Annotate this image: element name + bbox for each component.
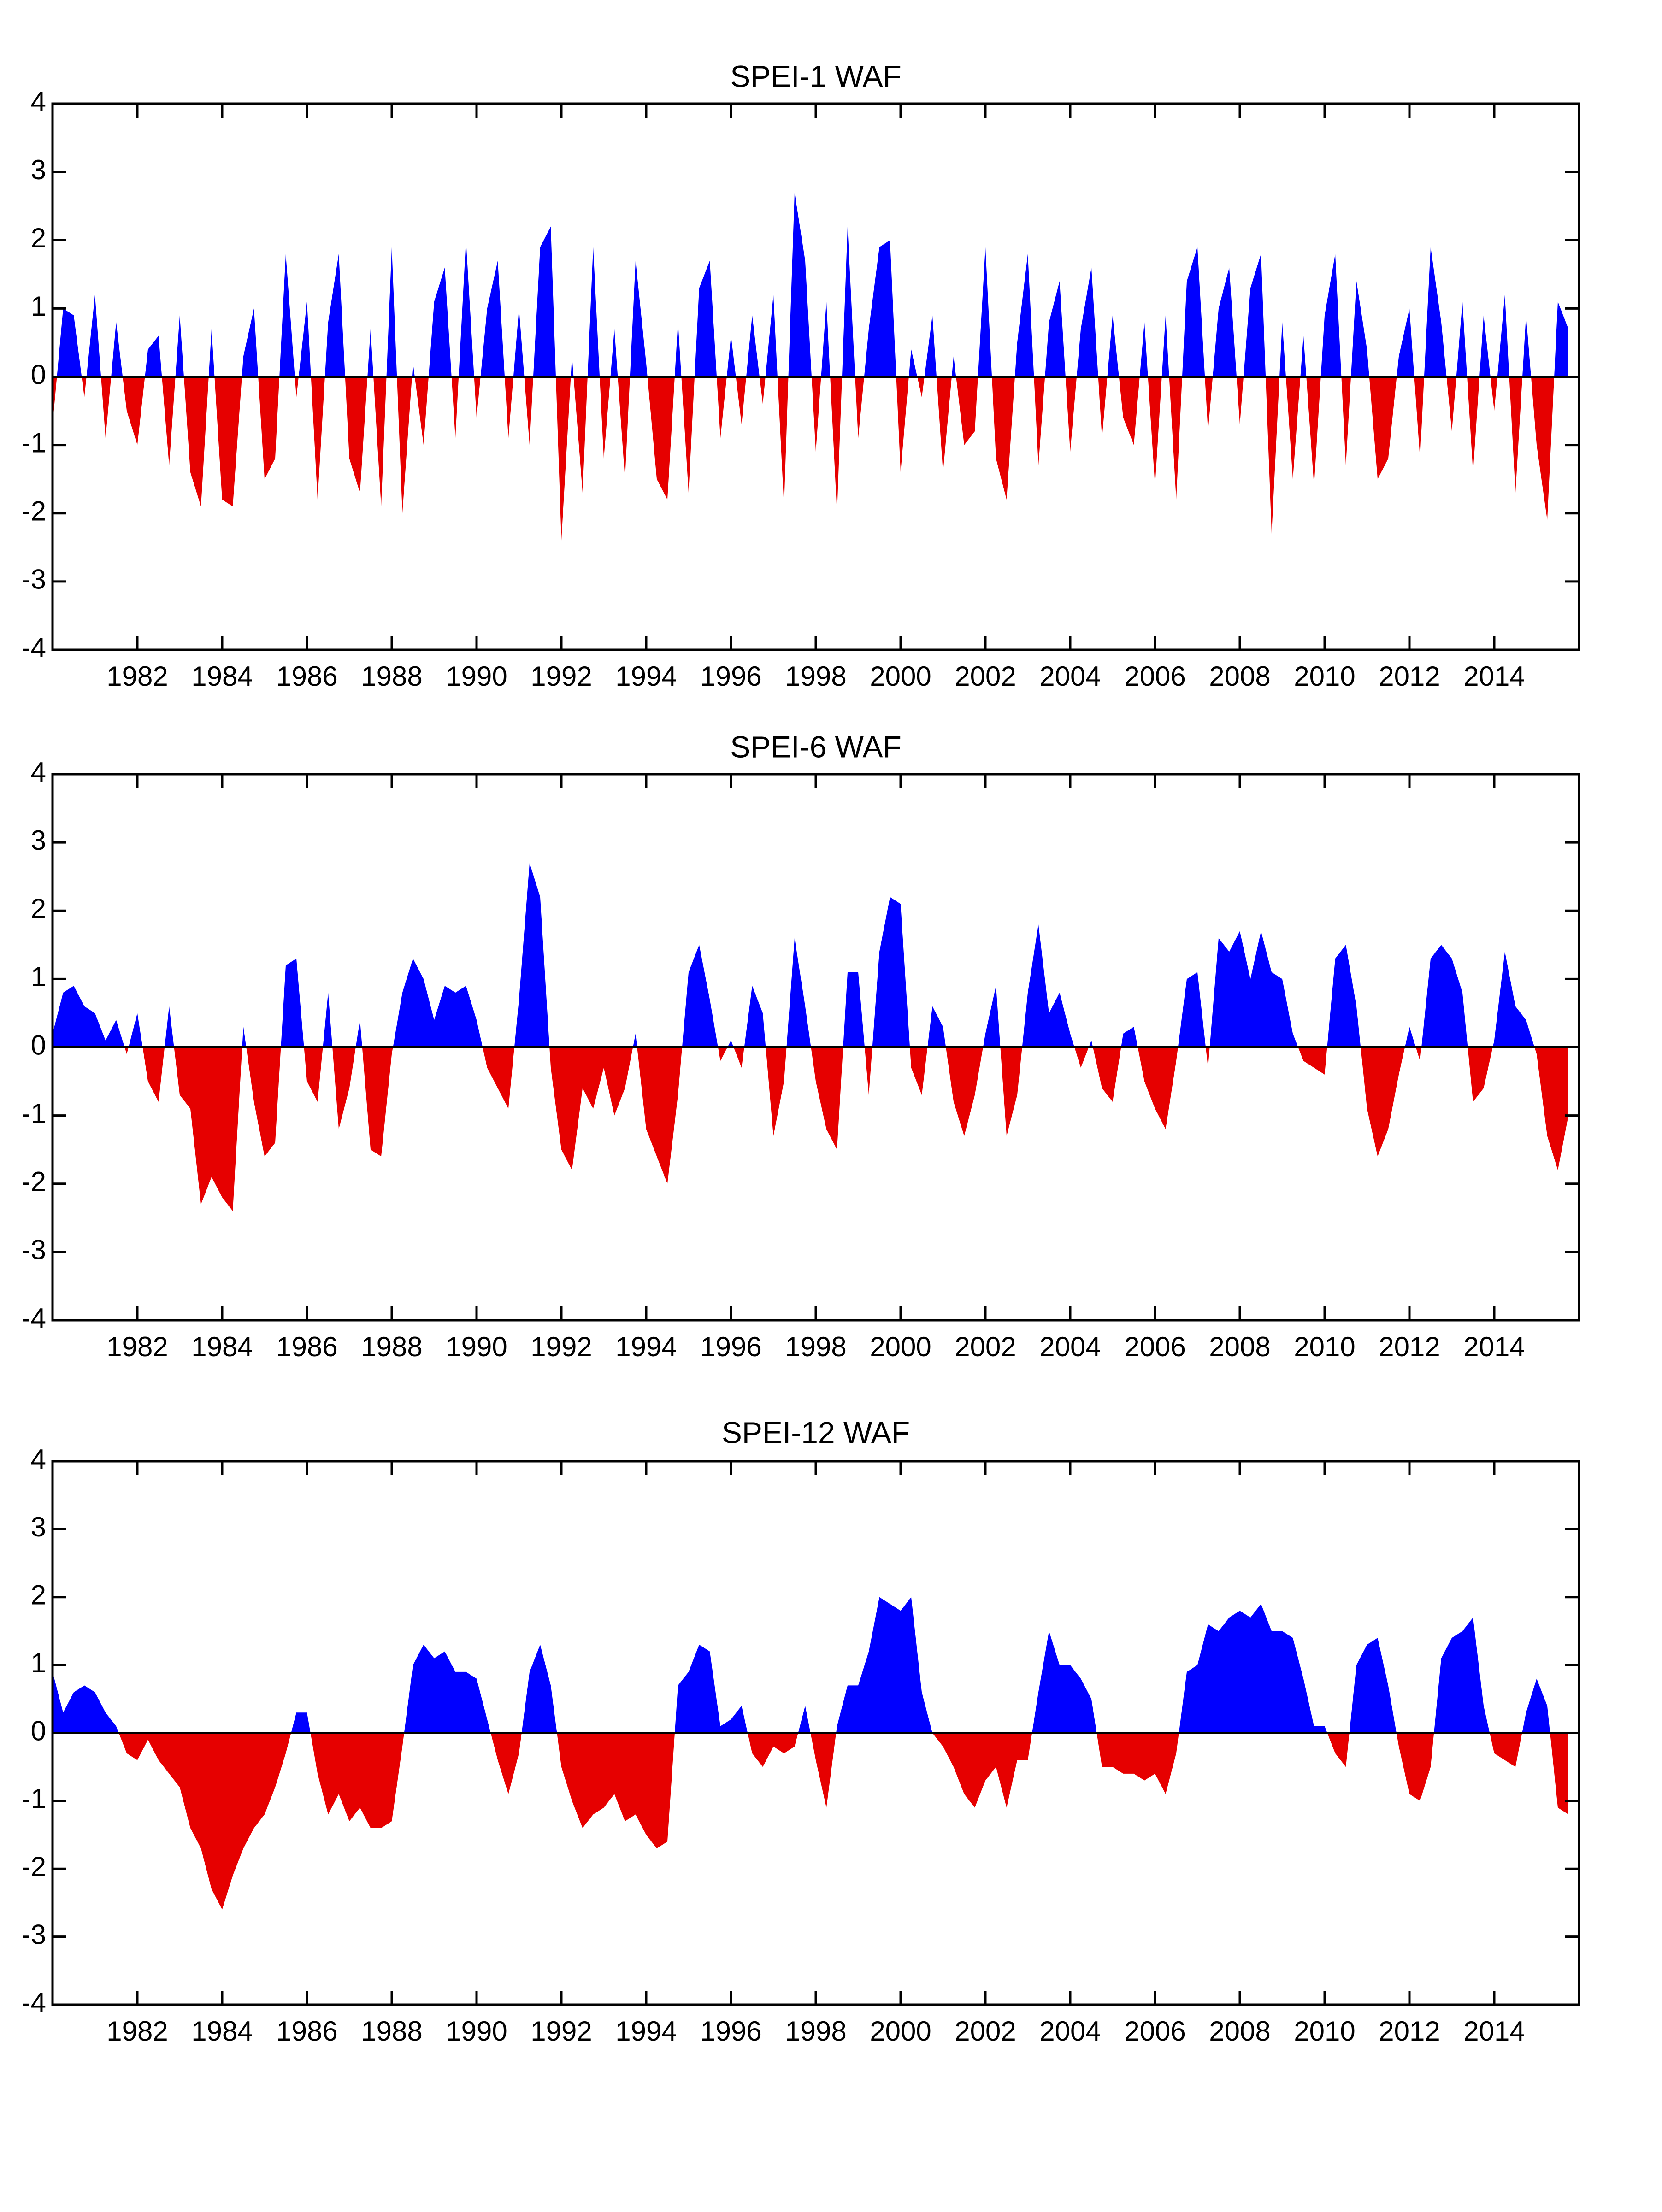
x-tick-label: 2008: [1209, 661, 1270, 692]
y-tick-label: -1: [22, 1783, 46, 1814]
x-tick-label: 2012: [1379, 1331, 1440, 1362]
chart-title: SPEI-12 WAF: [722, 1415, 910, 1449]
x-tick-label: 2004: [1039, 2016, 1101, 2047]
x-tick-label: 1986: [276, 2016, 337, 2047]
x-tick-label: 1988: [361, 1331, 422, 1362]
x-tick-label: 1986: [276, 1331, 337, 1362]
y-tick-label: 3: [31, 1512, 46, 1542]
x-tick-label: 1992: [530, 1331, 592, 1362]
x-tick-label: 1998: [785, 1331, 846, 1362]
x-tick-label: 2002: [955, 1331, 1016, 1362]
x-tick-label: 2004: [1039, 1331, 1101, 1362]
x-tick-label: 1990: [446, 1331, 507, 1362]
x-tick-label: 1990: [446, 2016, 507, 2047]
x-tick-label: 1984: [191, 1331, 253, 1362]
x-tick-label: 1996: [700, 2016, 761, 2047]
x-tick-label: 1994: [615, 661, 677, 692]
x-tick-label: 1984: [191, 661, 253, 692]
x-tick-label: 1998: [785, 661, 846, 692]
y-tick-label: -2: [22, 1166, 46, 1197]
x-tick-label: 1982: [106, 1331, 168, 1362]
x-tick-label: 2010: [1294, 1331, 1355, 1362]
x-tick-label: 2010: [1294, 2016, 1355, 2047]
x-tick-label: 2000: [870, 661, 931, 692]
y-tick-label: -3: [22, 1235, 46, 1265]
y-tick-label: -4: [22, 1987, 46, 2018]
x-tick-label: 1998: [785, 2016, 846, 2047]
y-tick-label: 0: [31, 359, 46, 390]
x-tick-label: 1982: [106, 661, 168, 692]
x-tick-label: 1992: [530, 2016, 592, 2047]
x-tick-label: 2006: [1124, 661, 1185, 692]
y-tick-label: 1: [31, 961, 46, 992]
x-tick-label: 2012: [1379, 2016, 1440, 2047]
x-tick-label: 2002: [955, 2016, 1016, 2047]
y-tick-label: 3: [31, 825, 46, 856]
y-tick-label: 3: [31, 154, 46, 185]
x-tick-label: 2014: [1463, 661, 1525, 692]
x-tick-label: 2008: [1209, 2016, 1270, 2047]
y-tick-label: -3: [22, 564, 46, 595]
y-tick-label: 4: [31, 86, 46, 117]
x-tick-label: 2000: [870, 2016, 931, 2047]
y-tick-label: -1: [22, 427, 46, 458]
x-tick-label: 1988: [361, 661, 422, 692]
y-tick-label: 4: [31, 757, 46, 788]
area: [53, 1597, 1568, 1910]
y-tick-label: 1: [31, 291, 46, 322]
x-tick-label: 1990: [446, 661, 507, 692]
y-tick-label: -3: [22, 1919, 46, 1950]
y-tick-label: 1: [31, 1647, 46, 1678]
x-tick-label: 1986: [276, 661, 337, 692]
x-tick-label: 2002: [955, 661, 1016, 692]
area: [53, 863, 1568, 1211]
y-tick-label: 2: [31, 223, 46, 253]
x-tick-label: 1992: [530, 661, 592, 692]
x-tick-label: 2006: [1124, 2016, 1185, 2047]
x-tick-label: 2012: [1379, 661, 1440, 692]
y-tick-label: -2: [22, 1851, 46, 1882]
chart-title: SPEI-1 WAF: [730, 59, 902, 93]
y-tick-label: -4: [22, 632, 46, 663]
x-tick-label: 1984: [191, 2016, 253, 2047]
x-tick-label: 1994: [615, 1331, 677, 1362]
x-tick-label: 1988: [361, 2016, 422, 2047]
x-tick-label: 2006: [1124, 1331, 1185, 1362]
x-tick-label: 2004: [1039, 661, 1101, 692]
y-tick-label: -2: [22, 496, 46, 527]
x-tick-label: 1996: [700, 661, 761, 692]
x-tick-label: 1996: [700, 1331, 761, 1362]
y-tick-label: 2: [31, 893, 46, 924]
y-tick-label: -1: [22, 1098, 46, 1129]
x-tick-label: 2014: [1463, 2016, 1525, 2047]
x-tick-label: 2008: [1209, 1331, 1270, 1362]
x-tick-label: 1994: [615, 2016, 677, 2047]
x-tick-label: 1982: [106, 2016, 168, 2047]
area: [53, 192, 1568, 541]
x-tick-label: 2000: [870, 1331, 931, 1362]
y-tick-label: 0: [31, 1715, 46, 1746]
y-tick-label: -4: [22, 1303, 46, 1334]
x-tick-label: 2010: [1294, 661, 1355, 692]
x-tick-label: 2014: [1463, 1331, 1525, 1362]
y-tick-label: 0: [31, 1030, 46, 1060]
y-tick-label: 4: [31, 1444, 46, 1475]
y-tick-label: 2: [31, 1580, 46, 1611]
chart-title: SPEI-6 WAF: [730, 729, 902, 764]
